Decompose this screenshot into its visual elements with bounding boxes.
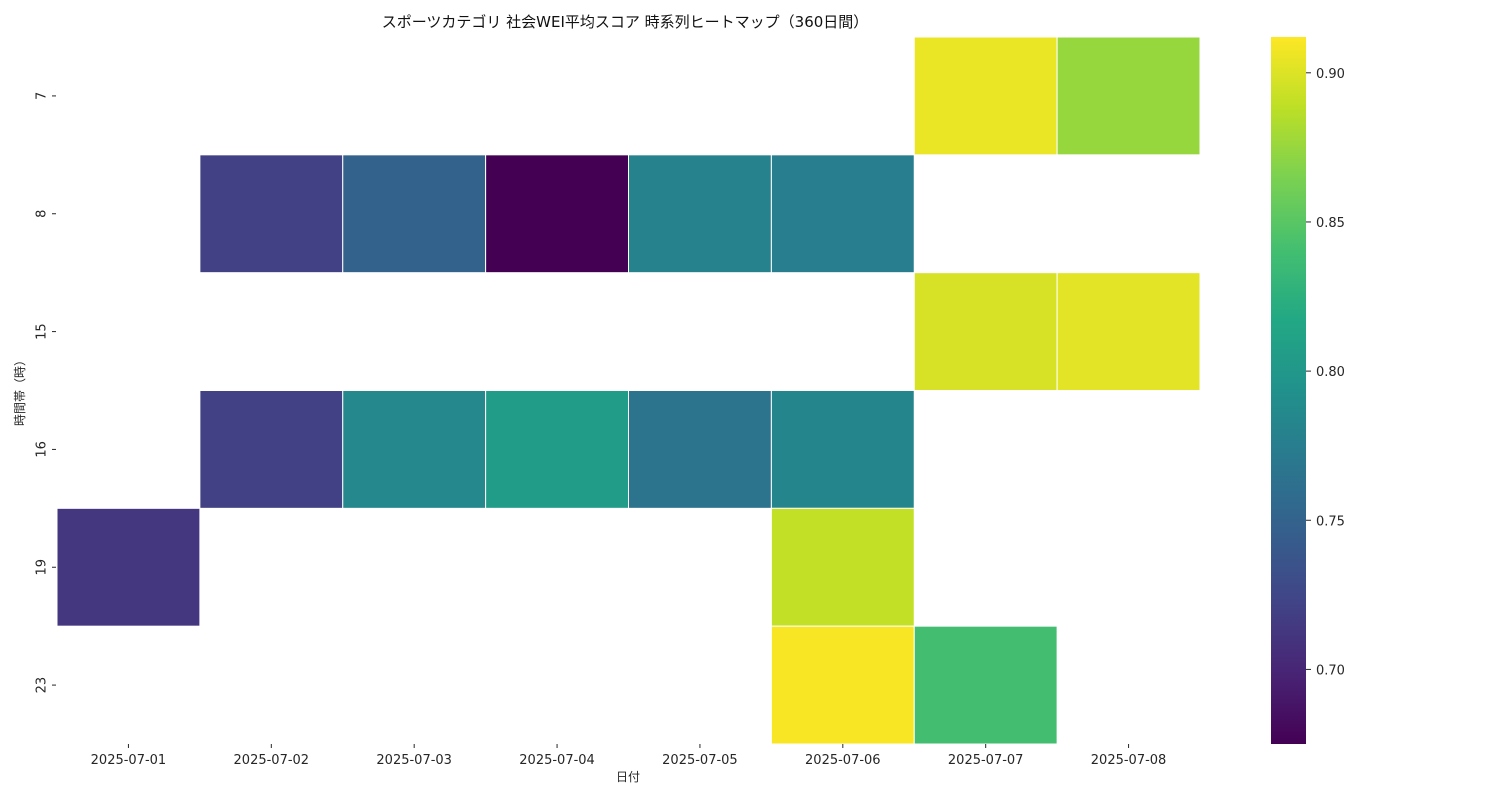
x-tick-label: 2025-07-05 [662,753,738,768]
colorbar-tick-label: 0.80 [1316,365,1345,380]
heatmap-cell-15-2025-07-07 [913,272,1058,391]
y-tick-label: 8 [35,210,50,218]
colorbar-tick-label: 0.75 [1316,514,1345,529]
colorbar-tick-label: 0.70 [1316,663,1345,678]
y-tick-label: 15 [35,323,50,340]
y-tick-label: 23 [35,677,50,694]
x-axis-label: 日付 [616,770,640,784]
heatmap-cell-8-2025-07-03 [342,154,487,274]
heatmap-cell-23-2025-07-06 [770,625,915,745]
heatmap-cell-16-2025-07-05 [628,390,772,509]
heatmap-cell-7-2025-07-08 [1056,36,1201,156]
chart-title: スポーツカテゴリ 社会WEI平均スコア 時系列ヒートマップ（360日間） [382,13,869,31]
x-tick-label: 2025-07-01 [91,753,167,768]
x-tick-label: 2025-07-06 [805,753,881,768]
y-axis-label: 時間帯（時） [13,354,27,426]
heatmap-cell-16-2025-07-03 [342,390,487,509]
heatmap-cell-19-2025-07-01 [56,507,201,627]
colorbar-tick-label: 0.90 [1316,67,1345,82]
heatmap-cell-15-2025-07-08 [1056,272,1201,391]
x-tick-label: 2025-07-04 [519,753,595,768]
colorbar-tick-label: 0.85 [1316,216,1345,231]
colorbar [1271,37,1306,744]
heatmap-cell-16-2025-07-06 [770,390,915,509]
x-axis: 2025-07-01 2025-07-02 2025-07-03 2025-07-04… [91,744,1167,768]
x-tick-label: 2025-07-03 [376,753,452,768]
heatmap-cell-8-2025-07-05 [628,154,772,274]
heatmap-cell-16-2025-07-04 [485,390,629,509]
heatmap-cell-8-2025-07-04 [485,154,629,274]
heatmap-cell-7-2025-07-07 [913,36,1058,156]
colorbar-ticks: 0.70 0.75 0.80 0.85 0.90 [1306,67,1345,678]
heatmap-cell-23-2025-07-07 [913,625,1058,745]
x-tick-label: 2025-07-02 [234,753,310,768]
y-tick-label: 16 [35,441,50,458]
y-tick-label: 7 [35,92,50,100]
x-tick-label: 2025-07-08 [1091,753,1167,768]
heatmap-cells [56,36,1201,745]
heatmap-cell-8-2025-07-02 [199,154,344,274]
heatmap-cell-19-2025-07-06 [770,507,915,627]
heatmap-cell-8-2025-07-06 [770,154,915,274]
heatmap-cell-16-2025-07-02 [199,390,344,509]
y-axis: 7 8 15 16 19 23 [35,92,56,694]
y-tick-label: 19 [35,559,50,576]
x-tick-label: 2025-07-07 [948,753,1024,768]
